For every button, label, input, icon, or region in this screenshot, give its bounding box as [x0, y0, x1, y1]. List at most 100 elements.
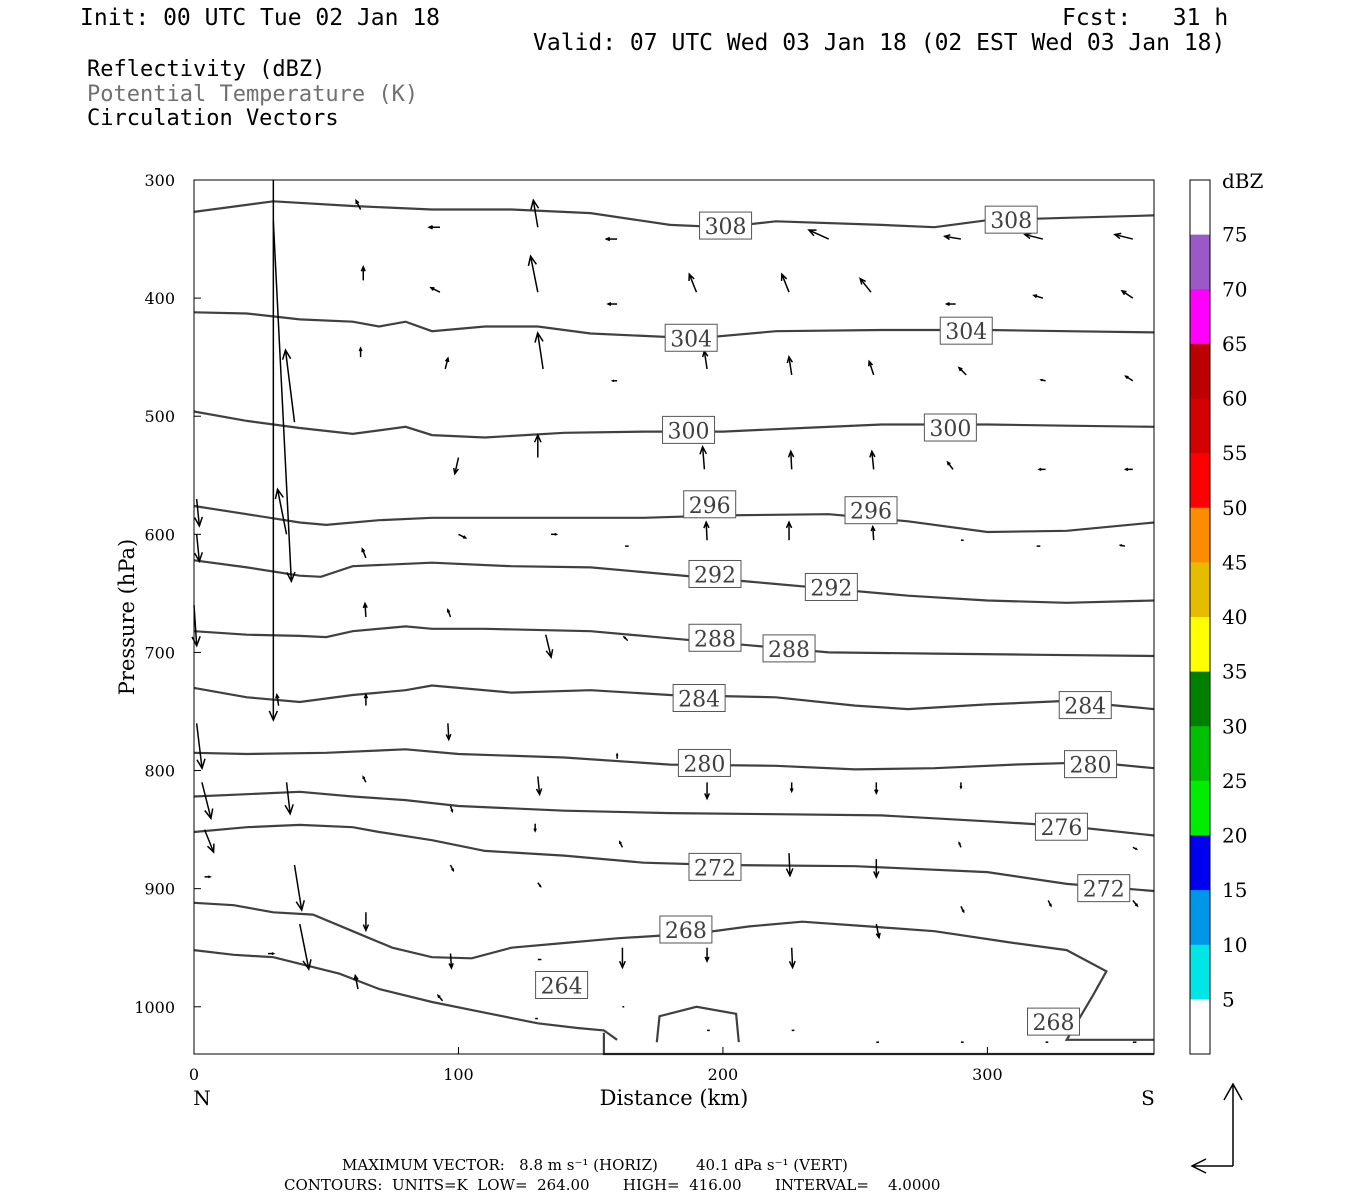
y-tick-label: 900 — [144, 880, 175, 899]
circulation-vector — [204, 875, 212, 879]
circulation-vector — [1132, 846, 1139, 850]
colorbar-bottom-segment — [1190, 999, 1210, 1054]
contour-label-296: 296 — [844, 496, 898, 525]
circulation-vector — [452, 457, 460, 476]
dbz-colorbar: 5 10 15 20 25 30 35 40 45 50 55 60 65 70 75 — [1189, 179, 1247, 1055]
contour-label-280: 280 — [1064, 750, 1118, 779]
reference-vector-icon — [1190, 1082, 1243, 1174]
circulation-vector — [604, 236, 618, 242]
legend-circulation-vectors: Circulation Vectors — [87, 106, 339, 131]
circulation-vector — [449, 805, 454, 814]
colorbar-title: dBZ — [1222, 169, 1264, 193]
contour-label-308: 308 — [984, 205, 1038, 234]
circulation-vector — [788, 947, 796, 970]
circulation-vector — [361, 547, 367, 559]
colorbar-tick-label: 35 — [1222, 660, 1247, 684]
max-vector-note: MAXIMUM VECTOR: 8.8 m s⁻¹ (HORIZ) 40.1 d… — [342, 1156, 848, 1174]
contour-292 — [193, 559, 1155, 604]
init-time: Init: 00 UTC Tue 02 Jan 18 — [80, 5, 441, 31]
contour-264 — [655, 1005, 740, 1043]
colorbar-frame — [1189, 179, 1211, 1055]
colorbar-tick-label: 60 — [1222, 387, 1247, 411]
circulation-vector — [1039, 378, 1046, 382]
contour-288 — [193, 625, 1155, 658]
circulation-vector — [446, 608, 452, 618]
x-tick-label: 0 — [189, 1065, 199, 1084]
contour-304 — [193, 311, 1155, 340]
colorbar-tick-label: 65 — [1222, 332, 1247, 356]
contour-296 — [193, 504, 1155, 534]
circulation-vector — [869, 449, 876, 470]
svg-text:280: 280 — [683, 752, 725, 777]
svg-text:276: 276 — [1040, 816, 1082, 841]
circulation-vector — [944, 302, 956, 306]
plot-frame — [193, 179, 1155, 1055]
contour-layer — [193, 200, 1155, 1056]
circulation-vector — [958, 841, 962, 848]
circulation-vector — [436, 994, 444, 1002]
svg-text:272: 272 — [694, 856, 736, 881]
circulation-vector — [786, 355, 794, 375]
svg-text:308: 308 — [990, 209, 1032, 234]
y-tick-label: 1000 — [134, 998, 175, 1017]
circulation-vector — [201, 782, 214, 821]
circulation-vector — [946, 460, 954, 470]
circulation-vector — [699, 445, 708, 470]
circulation-vector — [274, 487, 288, 535]
circulation-vector — [807, 229, 830, 240]
circulation-vector — [622, 635, 629, 642]
x-left-label: N — [193, 1086, 211, 1110]
contour-label-292: 292 — [688, 559, 742, 588]
colorbar-tick-label: 70 — [1222, 277, 1247, 301]
circulation-vector — [362, 601, 368, 618]
forecast-hour: Fcst: 31 h — [1062, 5, 1229, 31]
circulation-vector — [1132, 899, 1139, 908]
svg-text:292: 292 — [694, 563, 736, 588]
contour-label-276: 276 — [1034, 812, 1088, 841]
contour-label-296: 296 — [683, 490, 737, 519]
svg-text:264: 264 — [541, 974, 583, 999]
contour-label-264: 264 — [535, 970, 589, 999]
circulation-vector — [272, 221, 296, 584]
circulation-vector — [1124, 375, 1134, 382]
contour-268 — [193, 901, 1154, 1041]
circulation-vector — [429, 286, 441, 293]
svg-text:268: 268 — [1033, 1011, 1075, 1036]
circulation-vector — [268, 952, 276, 956]
x-right-label: S — [1141, 1086, 1155, 1110]
contour-308 — [193, 200, 1155, 229]
y-tick-label: 500 — [144, 407, 175, 426]
colorbar-segment — [1190, 617, 1210, 673]
circulation-vector — [353, 973, 359, 990]
circulation-vector — [203, 829, 215, 854]
axis-layer: 300 400 500 600 700 800 900 1000 0 100 200 300 — [134, 171, 1002, 1084]
y-axis-label: Pressure (hPa) — [115, 539, 139, 695]
contour-label-268: 268 — [659, 915, 713, 944]
circulation-vector — [533, 433, 542, 458]
contours-note: CONTOURS: UNITS=K LOW= 264.00 HIGH= 416.… — [284, 1176, 941, 1194]
circulation-vector — [701, 349, 709, 370]
circulation-vector — [427, 225, 440, 230]
y-tick-label: 700 — [144, 643, 175, 662]
contour-label-300: 300 — [662, 415, 716, 444]
circulation-vector — [873, 859, 880, 879]
circulation-vector — [530, 198, 540, 228]
circulation-vector — [448, 953, 454, 970]
contour-label-304: 304 — [664, 323, 718, 352]
circulation-vector — [193, 498, 204, 528]
contour-label-layer: 308 308 304 304 300 300 296 296 292 292 288 288 284 2… — [535, 205, 1131, 1036]
circulation-vector — [1037, 467, 1046, 471]
colorbar-tick-label: 25 — [1222, 769, 1247, 793]
circulation-vector — [704, 947, 710, 964]
contour-label-284: 284 — [672, 683, 726, 712]
y-tick-label: 600 — [144, 525, 175, 544]
valid-time: Valid: 07 UTC Wed 03 Jan 18 (02 EST Wed … — [533, 30, 1226, 56]
colorbar-segment — [1190, 726, 1210, 782]
colorbar-segment — [1190, 453, 1210, 509]
circulation-vector — [785, 520, 793, 541]
circulation-vector — [299, 923, 312, 971]
reference-vector-vertical — [1223, 1082, 1243, 1166]
circulation-vector — [780, 272, 790, 293]
circulation-vector — [193, 534, 204, 564]
